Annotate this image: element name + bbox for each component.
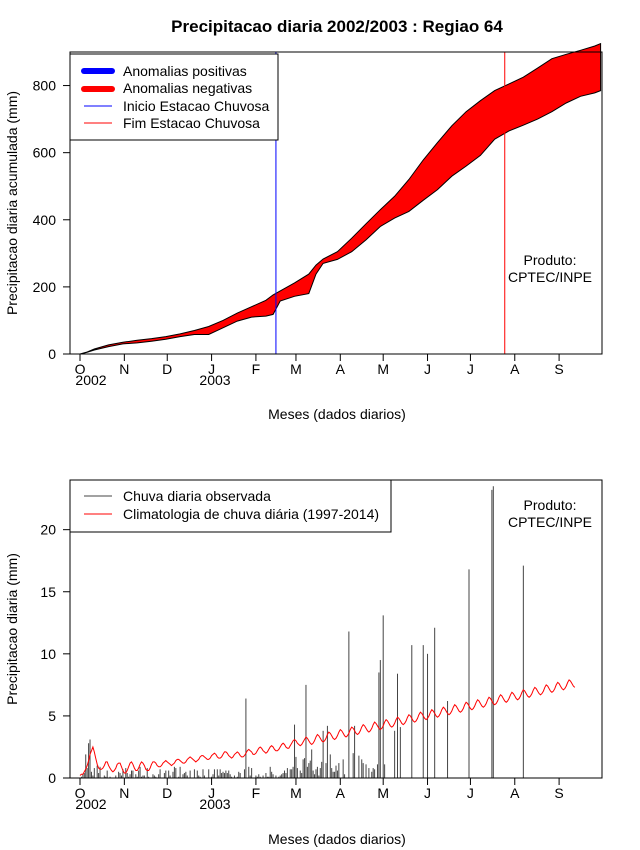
top-chart: 0 200 400 600 800 O N D J F M A M J J A S 2002 2003 Mes…: [4, 42, 603, 422]
top-xtick-label-2: D: [162, 361, 172, 377]
anomaly-band: [79, 42, 602, 355]
bottom-chart: 0 5 10 15 20 O N D J F M A M J J A S 2002 2003 Meses (d…: [4, 479, 603, 847]
bottom-xtick-label-2: D: [162, 785, 172, 801]
bottom-year-label-2002: 2002: [75, 796, 106, 812]
bottom-y-axis: 0 5 10 15 20: [40, 522, 70, 786]
top-ytick-label-4: 800: [33, 78, 57, 94]
top-ytick-label-0: 0: [48, 346, 56, 362]
top-xtick-label-0: O: [75, 361, 86, 377]
top-xtick-label-6: A: [336, 361, 346, 377]
legend-label-climatology: Climatologia de chuva diária (1997-2014): [123, 506, 379, 522]
top-xtick-label-5: M: [290, 361, 302, 377]
bottom-ytick-label-2: 10: [40, 646, 56, 662]
top-chart-title: Precipitacao diaria 2002/2003 : Regiao 6…: [171, 17, 503, 36]
top-year-label-2003: 2003: [199, 372, 230, 388]
top-xtick-label-10: A: [510, 361, 520, 377]
top-ytick-label-1: 200: [33, 279, 57, 295]
bottom-year-label-2003: 2003: [199, 796, 230, 812]
legend-label-positive: Anomalias positivas: [123, 63, 247, 79]
top-year-label-2002: 2002: [75, 372, 106, 388]
top-annotation-line2: CPTEC/INPE: [508, 269, 592, 285]
bottom-xtick-label-6: A: [336, 785, 346, 801]
top-xtick-label-3: J: [208, 361, 215, 377]
legend-label-observed: Chuva diaria observada: [123, 488, 271, 504]
bottom-xtick-label-4: F: [252, 785, 261, 801]
top-plot-frame: [69, 51, 603, 355]
top-xtick-label-9: J: [467, 361, 474, 377]
climatology-line: [79, 679, 576, 776]
legend-label-negative: Anomalias negativas: [123, 80, 252, 96]
bottom-xtick-label-5: M: [290, 785, 302, 801]
bottom-legend: Chuva diaria observada Climatologia de c…: [69, 479, 392, 533]
top-ytick-label-3: 600: [33, 145, 57, 161]
bottom-ytick-label-0: 0: [48, 770, 56, 786]
top-legend: Anomalias positivas Anomalias negativas …: [69, 53, 279, 141]
bottom-legend-box: [69, 479, 392, 533]
bottom-y-axis-label: Precipitacao diaria (mm): [4, 553, 20, 705]
bottom-xtick-label-11: S: [554, 785, 563, 801]
daily-rain-bars: [80, 486, 524, 778]
legend-label-start: Inicio Estacao Chuvosa: [123, 98, 270, 114]
bottom-xtick-label-10: A: [510, 785, 520, 801]
top-annotation-line1: Produto:: [524, 252, 577, 268]
top-legend-box: [69, 53, 279, 141]
bottom-x-axis-label: Meses (dados diarios): [268, 831, 406, 847]
top-xtick-label-4: F: [252, 361, 261, 377]
bottom-ytick-label-4: 20: [40, 522, 56, 538]
top-xtick-label-8: J: [424, 361, 431, 377]
top-xtick-label-1: N: [119, 361, 129, 377]
bottom-annotation-line2: CPTEC/INPE: [508, 514, 592, 530]
bottom-ytick-label-3: 15: [40, 584, 56, 600]
bottom-xtick-label-7: M: [377, 785, 389, 801]
legend-label-end: Fim Estacao Chuvosa: [123, 115, 260, 131]
bottom-xtick-label-0: O: [75, 785, 86, 801]
top-y-axis-label: Precipitacao diaria acumulada (mm): [4, 91, 20, 315]
negative-anomaly-area: [79, 42, 602, 355]
bottom-xtick-label-8: J: [424, 785, 431, 801]
top-y-axis: 0 200 400 600 800: [33, 78, 70, 362]
bottom-xtick-label-3: J: [208, 785, 215, 801]
top-ytick-label-2: 400: [33, 212, 57, 228]
top-xtick-label-7: M: [377, 361, 389, 377]
bottom-xtick-label-1: N: [119, 785, 129, 801]
bottom-ytick-label-1: 5: [48, 708, 56, 724]
bottom-annotation-line1: Produto:: [524, 497, 577, 513]
bottom-xtick-label-9: J: [467, 785, 474, 801]
top-xtick-label-11: S: [554, 361, 563, 377]
top-x-axis-label: Meses (dados diarios): [268, 406, 406, 422]
